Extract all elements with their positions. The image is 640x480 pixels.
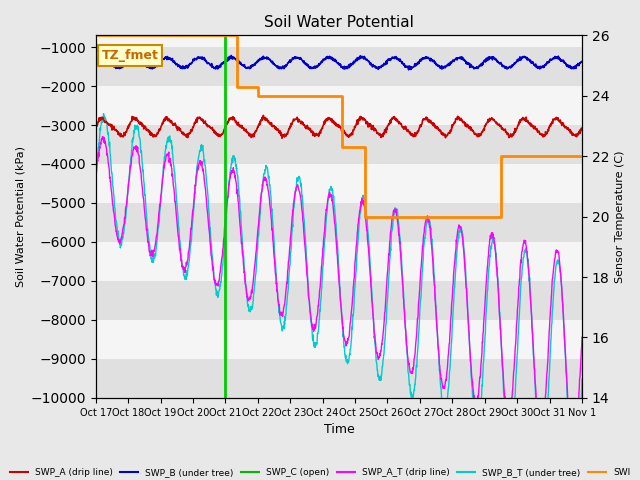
Bar	[96, 203, 582, 242]
X-axis label: Time: Time	[323, 423, 355, 436]
Bar	[96, 47, 582, 86]
Bar	[96, 281, 582, 320]
Bar	[96, 320, 582, 359]
Bar	[96, 164, 582, 203]
Bar	[96, 125, 582, 164]
Text: TZ_fmet: TZ_fmet	[102, 49, 159, 62]
Legend: SWP_A (drip line), SWP_B (under tree), SWP_C (open), SWP_A_T (drip line), SWP_B_: SWP_A (drip line), SWP_B (under tree), S…	[6, 464, 634, 480]
Y-axis label: Soil Water Potential (kPa): Soil Water Potential (kPa)	[15, 146, 25, 287]
Title: Soil Water Potential: Soil Water Potential	[264, 15, 414, 30]
Y-axis label: Sensor Temperature (C): Sensor Temperature (C)	[615, 150, 625, 283]
Bar	[96, 242, 582, 281]
Bar	[96, 359, 582, 398]
Bar	[96, 86, 582, 125]
